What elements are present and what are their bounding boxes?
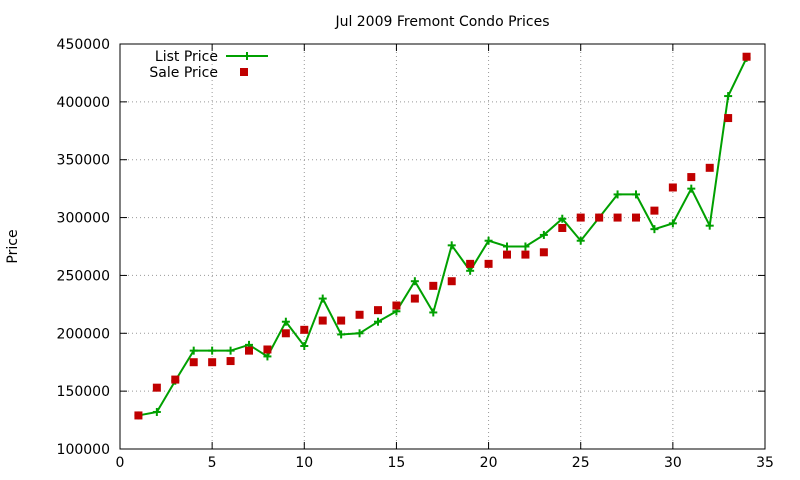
legend-label-sale-price: Sale Price: [149, 65, 218, 81]
y-tick-label: 100000: [57, 442, 110, 458]
data-point: [558, 223, 567, 232]
x-tick-label: 20: [480, 455, 498, 471]
data-point: [152, 383, 161, 392]
x-tick-label: 30: [664, 455, 682, 471]
data-point: [429, 281, 438, 290]
x-tick-label: 25: [572, 455, 590, 471]
series-sale-price: [134, 52, 751, 420]
data-point: [503, 250, 511, 259]
data-point: [263, 352, 272, 361]
data-point: [171, 375, 180, 384]
data-point: [410, 277, 419, 286]
data-point: [687, 184, 696, 193]
data-point: [447, 241, 456, 250]
data-point: [613, 213, 622, 222]
y-tick-label: 200000: [57, 326, 110, 342]
y-tick-label: 250000: [57, 268, 110, 284]
data-point: [429, 308, 438, 317]
data-point: [632, 190, 640, 199]
series-list-price: [134, 53, 751, 420]
data-point: [632, 213, 640, 222]
data-point: [539, 230, 548, 239]
data-point: [705, 163, 714, 172]
data-point: [281, 329, 290, 338]
series-line: [138, 57, 748, 417]
data-point: [613, 190, 622, 199]
data-point: [539, 248, 548, 257]
data-point: [355, 329, 364, 338]
x-tick-label: 5: [208, 455, 217, 471]
data-point: [337, 316, 346, 325]
data-point: [410, 294, 419, 303]
data-point: [208, 346, 217, 355]
x-tick-label: 35: [756, 455, 774, 471]
data-point: [226, 346, 235, 355]
data-point: [318, 316, 327, 325]
data-point: [134, 411, 143, 420]
y-axis-label: Price: [5, 229, 21, 263]
data-point: [208, 358, 217, 367]
x-tick-label: 0: [116, 455, 125, 471]
chart-title: Jul 2009 Fremont Condo Prices: [334, 14, 549, 30]
series: [134, 52, 751, 420]
data-point: [576, 236, 585, 245]
data-point: [521, 250, 530, 259]
plot-frame: [119, 43, 766, 450]
data-point: [300, 342, 309, 351]
legend: List Price Sale Price: [149, 49, 268, 81]
data-point: [687, 173, 696, 182]
data-point: [650, 206, 659, 215]
data-point: [466, 266, 475, 275]
data-point: [466, 259, 475, 268]
data-point: [521, 242, 530, 251]
data-point: [245, 346, 253, 355]
data-point: [189, 346, 198, 355]
y-tick-label: 300000: [57, 211, 110, 227]
y-tick-label: 400000: [57, 95, 110, 111]
data-point: [447, 277, 456, 286]
data-point: [374, 306, 382, 315]
data-point: [650, 225, 659, 234]
data-point: [742, 52, 751, 61]
data-point: [668, 219, 677, 228]
data-point: [503, 242, 511, 251]
data-point: [318, 294, 327, 303]
legend-marker-list-price: [243, 52, 251, 60]
data-point: [337, 330, 346, 339]
x-tick-label: 15: [388, 455, 406, 471]
y-tick-label: 450000: [57, 37, 110, 53]
data-point: [724, 92, 733, 101]
data-point: [226, 357, 235, 366]
data-point: [300, 325, 309, 334]
data-point: [484, 259, 493, 268]
data-point: [281, 317, 290, 326]
y-tick-label: 150000: [57, 384, 110, 400]
data-point: [668, 183, 677, 192]
data-point: [263, 345, 272, 354]
y-tick-label: 350000: [57, 153, 110, 169]
data-point: [374, 317, 382, 326]
data-point: [558, 214, 567, 223]
legend-marker-sale-price: [240, 68, 248, 76]
data-point: [705, 221, 714, 230]
x-tick-label: 10: [295, 455, 313, 471]
axis-ticks: 0 5 10 15 20 25 30 35 100000 150000 200000 250000 30…: [57, 37, 774, 471]
data-point: [392, 301, 401, 310]
data-point: [152, 407, 161, 416]
data-point: [189, 358, 198, 367]
data-point: [576, 213, 585, 222]
data-point: [595, 213, 604, 222]
data-point: [724, 114, 733, 123]
data-point: [355, 310, 364, 319]
data-point: [484, 236, 493, 245]
legend-label-list-price: List Price: [155, 49, 218, 65]
